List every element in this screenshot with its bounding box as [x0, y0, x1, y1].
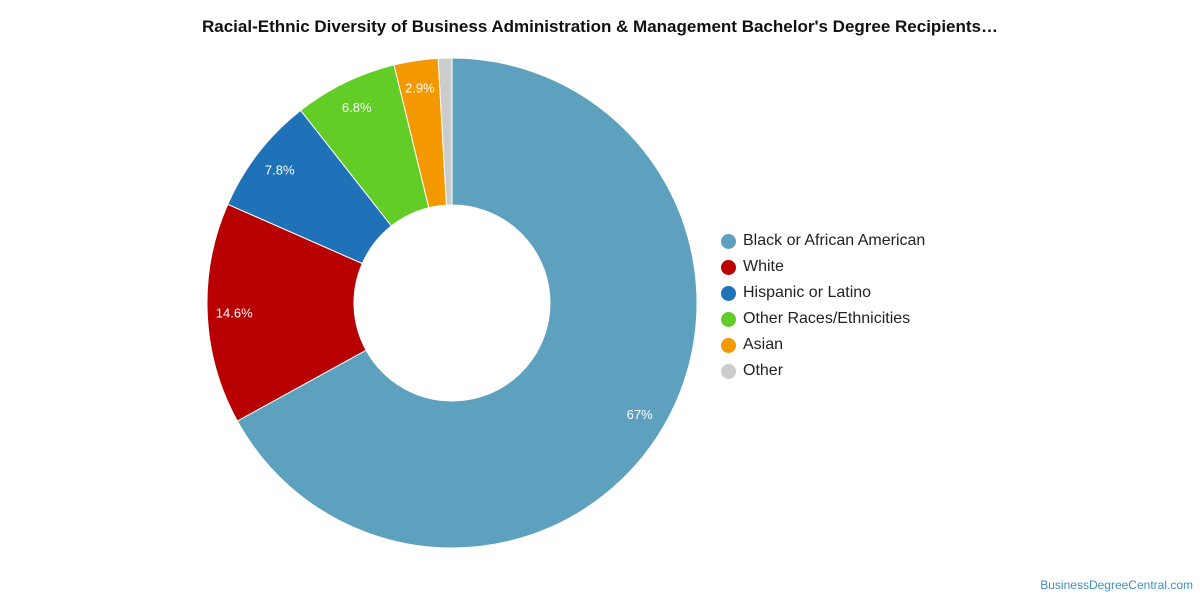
legend-swatch-white [721, 259, 736, 275]
legend-swatch-other [721, 363, 736, 379]
legend-swatch-other-races-ethnicities [721, 311, 736, 327]
legend-label-asian: Asian [743, 336, 784, 353]
legend-item-asian[interactable]: Asian [721, 332, 925, 358]
data-label-other-races-ethnicities: 6.8% [342, 100, 372, 115]
legend-item-white[interactable]: White [721, 254, 925, 280]
slice-black-or-african-american[interactable] [236, 57, 698, 549]
legend-swatch-hispanic-or-latino [721, 285, 736, 301]
data-label-black-or-african-american: 67% [627, 407, 653, 422]
legend-swatch-black-or-african-american [721, 233, 736, 249]
legend-item-other[interactable]: Other [721, 358, 925, 384]
legend-label-white: White [743, 258, 784, 275]
slice-white[interactable] [206, 203, 367, 422]
legend-label-other: Other [743, 362, 784, 379]
source-credit[interactable]: BusinessDegreeCentral.com [1040, 578, 1193, 592]
legend-swatch-asian [721, 337, 736, 353]
legend-item-black-or-african-american[interactable]: Black or African American [721, 228, 925, 254]
data-label-asian: 2.9% [405, 80, 435, 95]
data-label-white: 14.6% [216, 306, 253, 321]
legend-label-hispanic-or-latino: Hispanic or Latino [743, 284, 872, 301]
legend-label-black-or-african-american: Black or African American [743, 232, 926, 249]
chart-title: Racial-Ethnic Diversity of Business Admi… [201, 17, 998, 36]
legend-item-hispanic-or-latino[interactable]: Hispanic or Latino [721, 280, 925, 306]
data-label-hispanic-or-latino: 7.8% [265, 162, 295, 177]
chart-legend: Black or African American White Hispanic o… [721, 228, 925, 384]
legend-label-other-races-ethnicities: Other Races/Ethnicities [743, 310, 911, 327]
legend-item-other-races-ethnicities[interactable]: Other Races/Ethnicities [721, 306, 925, 332]
slice-other[interactable] [437, 57, 453, 206]
